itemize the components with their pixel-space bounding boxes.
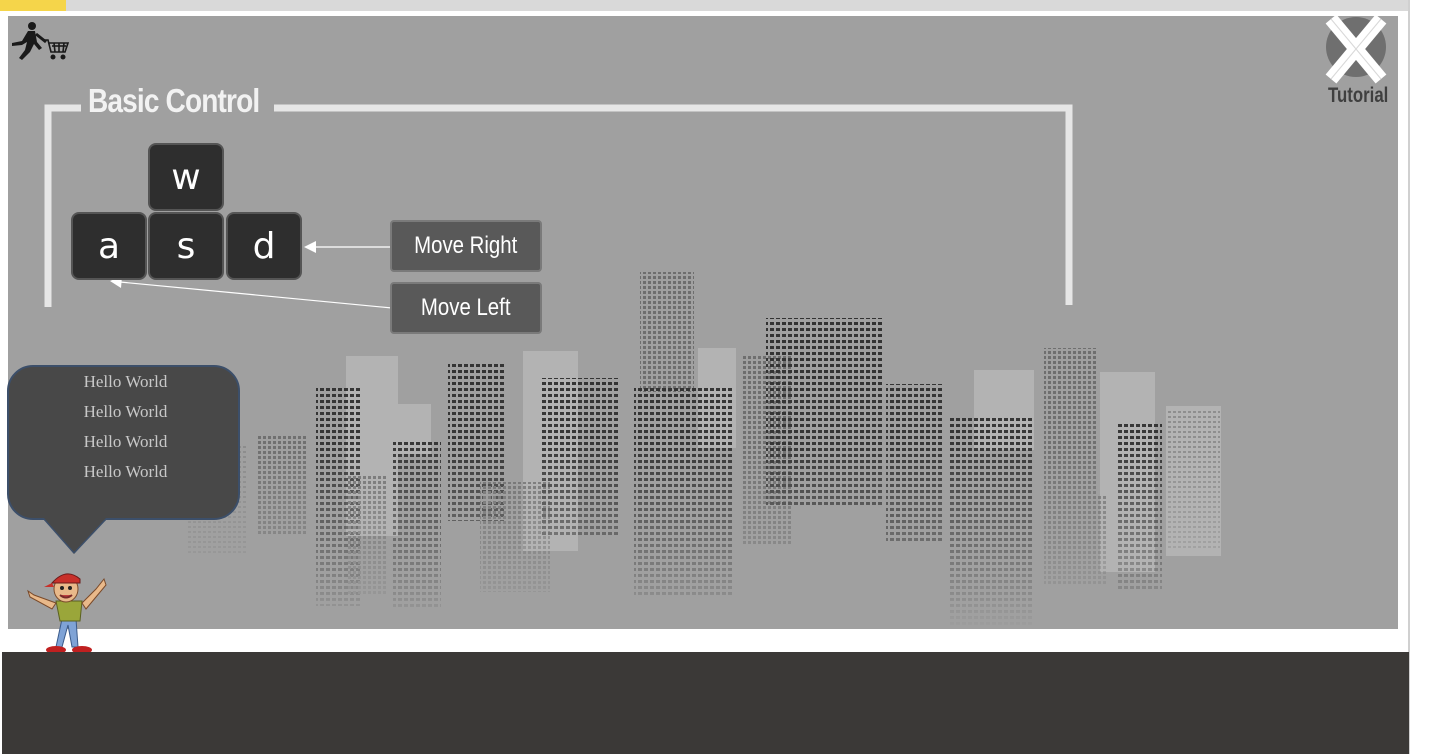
progress-fill <box>0 0 67 11</box>
speech-bubble-tail <box>44 518 106 554</box>
speech-bubble: Hello World Hello World Hello World Hell… <box>7 365 240 520</box>
speech-line: Hello World <box>83 402 168 421</box>
city-skyline-background <box>188 272 1221 626</box>
speech-line: Hello World <box>83 462 168 481</box>
window-edge <box>1408 0 1410 754</box>
game-scene[interactable] <box>8 16 1398 629</box>
speech-line: Hello World <box>83 372 168 391</box>
close-x-icon[interactable] <box>1323 13 1389 85</box>
move-left-text: Move Left <box>421 294 511 321</box>
key-s[interactable]: s <box>148 212 224 280</box>
key-a[interactable]: a <box>71 212 147 280</box>
runner-with-cart-icon[interactable] <box>8 20 70 64</box>
move-right-label: Move Right <box>390 220 542 272</box>
key-d[interactable]: d <box>226 212 302 280</box>
key-w[interactable]: w <box>148 143 224 211</box>
basic-control-title: Basic Control <box>88 82 260 119</box>
bottom-panel <box>2 652 1409 754</box>
tutorial-label[interactable]: Tutorial <box>1328 84 1389 107</box>
move-right-text: Move Right <box>414 232 518 259</box>
move-left-label: Move Left <box>390 282 542 334</box>
cartoon-boy-waving-icon <box>27 573 107 654</box>
progress-bar <box>0 0 1410 11</box>
speech-line: Hello World <box>83 432 168 451</box>
